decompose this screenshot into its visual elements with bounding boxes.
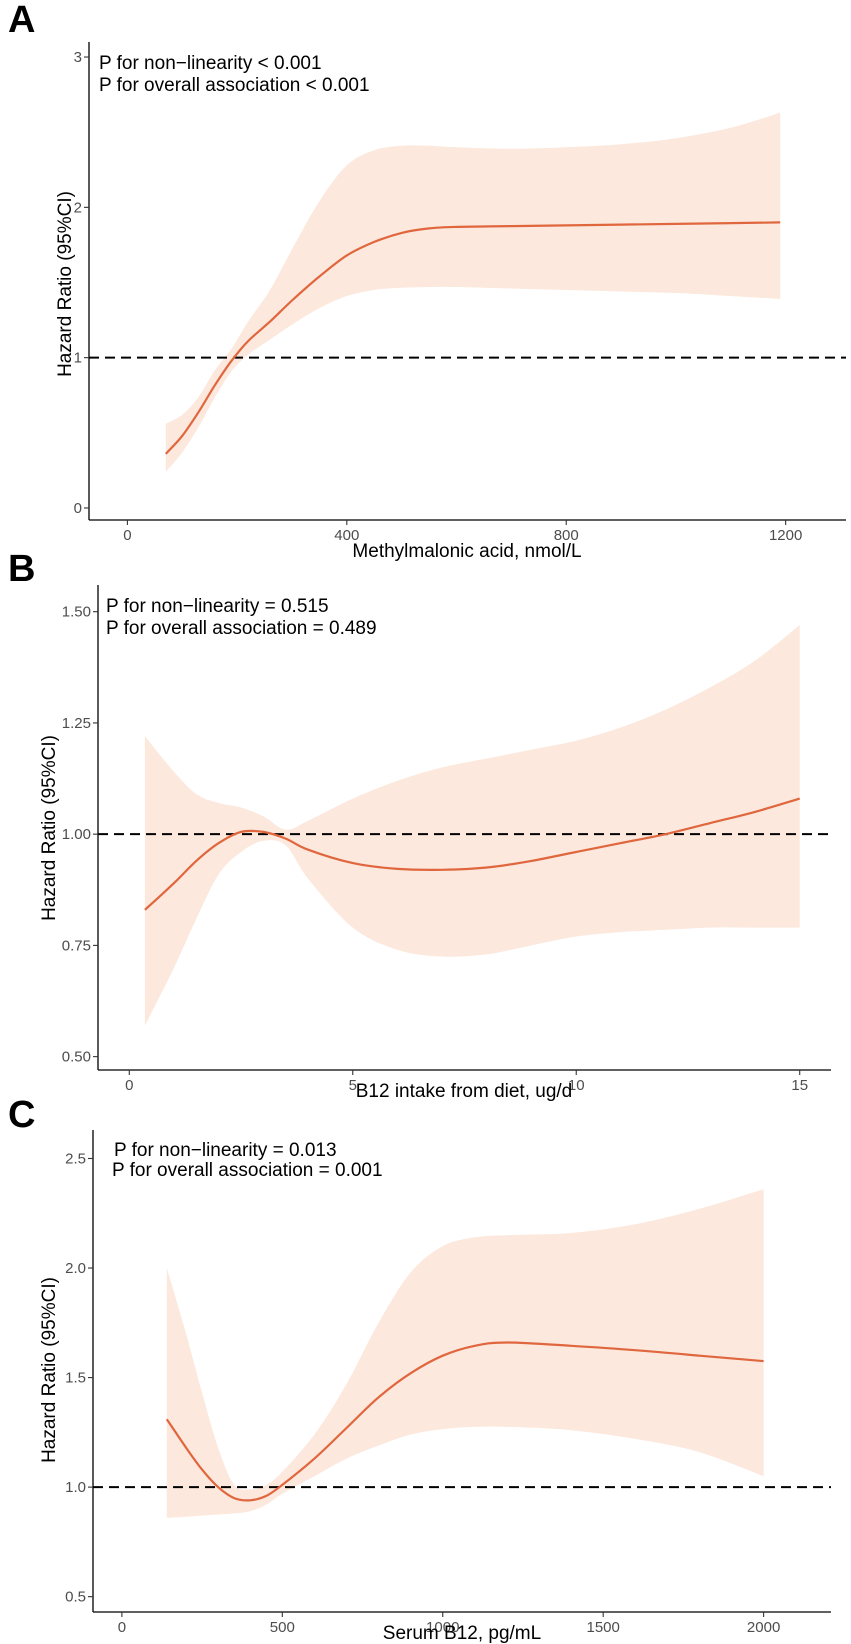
x-tick-label: 5 [349,1077,357,1094]
x-tick-label: 0 [125,1077,133,1094]
y-axis-title-c: Hazard Ratio (95%CI) [39,1277,60,1463]
x-ticks-c: 0 500 1000 1500 2000 [118,1612,780,1636]
ci-band-c [166,1189,764,1518]
y-tick-label: 1.5 [65,1370,86,1387]
x-tick-label: 1200 [769,527,802,544]
panel-letter-b: B [8,548,35,590]
x-axis-title-b: B12 intake from diet, ug/d [356,1081,573,1102]
y-axis-title-b: Hazard Ratio (95%CI) [39,735,60,921]
y-ticks-b: 0.50 0.75 1.00 1.25 1.50 [62,604,98,1066]
y-tick-label: 3 [74,49,82,66]
x-tick-label: 2000 [747,1619,780,1636]
x-tick-label: 400 [334,527,359,544]
hr-curve-a [164,221,781,455]
annotation-overall-a: P for overall association < 0.001 [99,75,370,96]
panel-a: A 0 1 2 3 0 400 800 1200 P for non−linearity <… [8,0,846,562]
x-tick-label: 500 [270,1619,295,1636]
x-ticks-a: 0 400 800 1200 [123,520,802,544]
x-tick-label: 15 [791,1077,808,1094]
y-tick-label: 0 [74,500,82,517]
y-ticks-a: 0 1 2 3 [74,49,89,517]
panel-c: C 0.5 1.0 1.5 2.0 2.5 0 500 1000 1500 2000 P for… [8,1094,831,1644]
y-tick-label: 2 [74,199,82,216]
x-axis-title-a: Methylmalonic acid, nmol/L [352,541,581,562]
annotation-nonlinearity-c: P for non−linearity = 0.013 [114,1140,337,1161]
y-tick-label: 1.0 [65,1479,86,1496]
y-tick-label: 0.75 [62,937,91,954]
annotation-nonlinearity-b: P for non−linearity = 0.515 [106,596,329,617]
y-tick-label: 0.50 [62,1049,91,1066]
y-tick-label: 1.25 [62,715,91,732]
annotation-nonlinearity-a: P for non−linearity < 0.001 [99,53,322,74]
x-tick-label: 10 [568,1077,585,1094]
ci-band-b [144,625,800,1026]
hr-curve-c [165,1341,764,1502]
annotation-overall-c: P for overall association = 0.001 [112,1160,383,1181]
y-tick-label: 1 [74,350,82,367]
y-tick-label: 1.50 [62,604,91,621]
x-axis-title-c: Serum B12, pg/mL [383,1623,541,1644]
y-axis-title-a: Hazard Ratio (95%CI) [55,191,76,377]
x-ticks-b: 0 5 10 15 [125,1070,808,1094]
x-tick-label: 0 [118,1619,126,1636]
ci-band-a [165,112,781,472]
x-tick-label: 0 [123,527,131,544]
y-tick-label: 2.5 [65,1150,86,1167]
hr-curve-b [144,797,801,911]
y-tick-label: 2.0 [65,1260,86,1277]
y-tick-label: 0.5 [65,1589,86,1606]
x-tick-label: 1500 [586,1619,619,1636]
annotation-overall-b: P for overall association = 0.489 [106,618,377,639]
panel-b: B 0.50 0.75 1.00 1.25 1.50 0 5 10 15 P for non−… [8,548,831,1102]
y-tick-label: 1.00 [62,826,91,843]
x-tick-label: 1000 [426,1619,459,1636]
panel-letter-c: C [8,1094,35,1136]
x-tick-label: 800 [554,527,579,544]
y-ticks-c: 0.5 1.0 1.5 2.0 2.5 [65,1150,93,1606]
panel-letter-a: A [8,0,35,41]
